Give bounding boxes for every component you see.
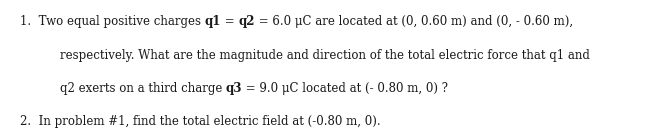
Text: =: = bbox=[221, 15, 238, 28]
Text: q2 exerts on a third charge: q2 exerts on a third charge bbox=[60, 82, 226, 95]
Text: q2: q2 bbox=[238, 15, 255, 28]
Text: q1: q1 bbox=[205, 15, 221, 28]
Text: q3: q3 bbox=[226, 82, 242, 95]
Text: = 6.0 μC are located at (0, 0.60 m) and (0, - 0.60 m),: = 6.0 μC are located at (0, 0.60 m) and … bbox=[255, 15, 573, 28]
Text: = 9.0 μC located at (- 0.80 m, 0) ?: = 9.0 μC located at (- 0.80 m, 0) ? bbox=[242, 82, 448, 95]
Text: 2.  In problem #1, find the total electric field at (-0.80 m, 0).: 2. In problem #1, find the total electri… bbox=[20, 115, 380, 128]
Text: respectively. What are the magnitude and direction of the total electric force t: respectively. What are the magnitude and… bbox=[60, 49, 590, 62]
Text: 1.  Two equal positive charges: 1. Two equal positive charges bbox=[20, 15, 205, 28]
